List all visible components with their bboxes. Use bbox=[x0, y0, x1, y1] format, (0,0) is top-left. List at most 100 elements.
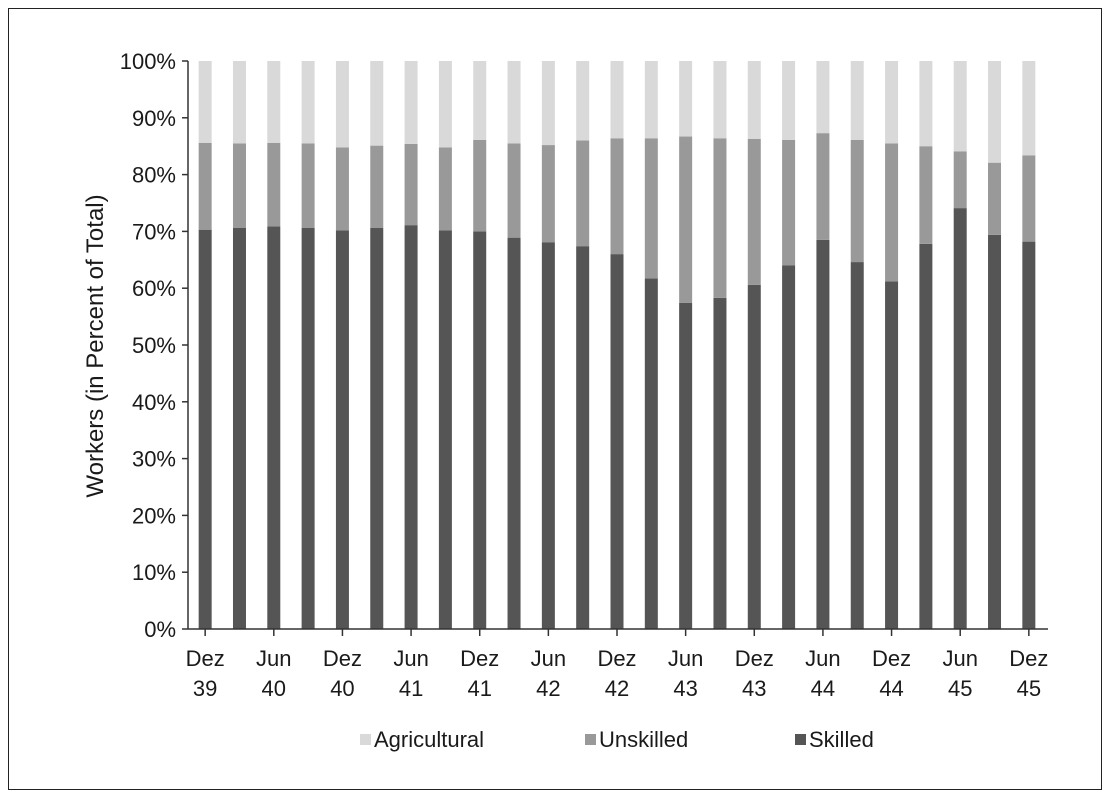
bar-skilled-12 bbox=[610, 254, 624, 629]
bar-agricultural-8 bbox=[473, 61, 487, 140]
x-tick-label-line1: Jun bbox=[805, 646, 840, 671]
x-tick-label-line2: 41 bbox=[467, 676, 491, 701]
bar-skilled-16 bbox=[747, 284, 761, 629]
bar-skilled-13 bbox=[644, 278, 658, 629]
bar-unskilled-14 bbox=[679, 136, 693, 303]
y-tick-label: 10% bbox=[132, 560, 176, 585]
bar-agricultural-1 bbox=[232, 61, 246, 144]
x-tick-label-line2: 45 bbox=[1017, 676, 1041, 701]
bar-unskilled-9 bbox=[507, 143, 521, 238]
bar-agricultural-11 bbox=[576, 61, 590, 141]
bar-agricultural-19 bbox=[850, 61, 864, 140]
x-tick-label-line1: Dez bbox=[735, 646, 774, 671]
bar-agricultural-12 bbox=[610, 61, 624, 139]
bar-agricultural-13 bbox=[644, 61, 658, 139]
bar-agricultural-15 bbox=[713, 61, 727, 139]
legend-label-unskilled: Unskilled bbox=[599, 727, 688, 752]
bar-skilled-19 bbox=[850, 262, 864, 629]
x-tick-label-line1: Jun bbox=[256, 646, 291, 671]
bar-unskilled-10 bbox=[541, 145, 555, 243]
x-tick-label-line2: 43 bbox=[742, 676, 766, 701]
legend-label-agricultural: Agricultural bbox=[374, 727, 484, 752]
bar-unskilled-22 bbox=[953, 151, 967, 209]
bar-agricultural-14 bbox=[679, 61, 693, 137]
bar-skilled-10 bbox=[541, 242, 555, 629]
bar-skilled-3 bbox=[301, 227, 315, 630]
y-tick-label: 70% bbox=[132, 219, 176, 244]
bar-unskilled-0 bbox=[198, 142, 212, 230]
bar-unskilled-11 bbox=[576, 140, 590, 247]
bar-unskilled-8 bbox=[473, 139, 487, 232]
x-tick-label-line2: 43 bbox=[673, 676, 697, 701]
x-tick-label-line2: 40 bbox=[262, 676, 286, 701]
x-tick-label-line2: 44 bbox=[811, 676, 835, 701]
bar-unskilled-1 bbox=[232, 143, 246, 228]
x-tick-label-line1: Jun bbox=[393, 646, 428, 671]
bar-skilled-11 bbox=[576, 246, 590, 630]
bar-unskilled-19 bbox=[850, 139, 864, 263]
legend-swatch-skilled bbox=[795, 734, 806, 745]
x-tick-label-line2: 44 bbox=[879, 676, 903, 701]
legend-swatch-agricultural bbox=[360, 734, 371, 745]
bar-skilled-5 bbox=[370, 227, 384, 630]
bar-unskilled-18 bbox=[816, 133, 830, 240]
y-axis-title: Workers (in Percent of Total) bbox=[82, 194, 109, 497]
bar-unskilled-23 bbox=[988, 162, 1002, 235]
y-tick-label: 80% bbox=[132, 163, 176, 188]
y-tick-label: 0% bbox=[144, 617, 176, 642]
bar-agricultural-20 bbox=[885, 61, 899, 144]
axes-layer: 0% 10% 20% 30% 40% 50% 60% 70% 80% 90% 100% Dez 39 Ju… bbox=[120, 49, 1049, 701]
bar-skilled-24 bbox=[1022, 241, 1036, 629]
x-tick-label-line1: Jun bbox=[531, 646, 566, 671]
bar-skilled-2 bbox=[267, 226, 281, 630]
bar-skilled-0 bbox=[198, 229, 212, 629]
bar-agricultural-17 bbox=[782, 61, 796, 140]
x-tick-label-line1: Dez bbox=[1009, 646, 1048, 671]
bar-unskilled-24 bbox=[1022, 155, 1036, 242]
stacked-bar-chart: Workers (in Percent of Total) 0% 10% 20% 30… bbox=[82, 49, 1049, 752]
bar-unskilled-5 bbox=[370, 145, 384, 228]
bar-agricultural-6 bbox=[404, 61, 418, 144]
bar-skilled-23 bbox=[988, 234, 1002, 629]
bar-skilled-20 bbox=[885, 281, 899, 629]
bar-skilled-7 bbox=[438, 230, 452, 629]
bar-unskilled-6 bbox=[404, 143, 418, 226]
x-tick-label-line1: Jun bbox=[942, 646, 977, 671]
bar-unskilled-20 bbox=[885, 143, 899, 282]
bar-skilled-8 bbox=[473, 231, 487, 629]
bar-agricultural-0 bbox=[198, 61, 212, 143]
bar-skilled-15 bbox=[713, 297, 727, 629]
bar-agricultural-16 bbox=[747, 61, 761, 139]
y-tick-label: 100% bbox=[120, 49, 176, 74]
legend: Agricultural Unskilled Skilled bbox=[360, 727, 874, 752]
legend-label-skilled: Skilled bbox=[809, 727, 874, 752]
x-tick-label-line2: 40 bbox=[330, 676, 354, 701]
bar-unskilled-7 bbox=[438, 147, 452, 231]
y-tick-label: 30% bbox=[132, 447, 176, 472]
bar-unskilled-13 bbox=[644, 138, 658, 279]
bar-skilled-21 bbox=[919, 243, 933, 629]
bar-agricultural-22 bbox=[953, 61, 967, 152]
bar-unskilled-16 bbox=[747, 138, 761, 285]
x-tick-label-line1: Dez bbox=[872, 646, 911, 671]
x-tick-label-line1: Dez bbox=[460, 646, 499, 671]
bar-unskilled-15 bbox=[713, 138, 727, 298]
bar-agricultural-5 bbox=[370, 61, 384, 146]
bar-skilled-9 bbox=[507, 237, 521, 629]
bar-agricultural-7 bbox=[438, 61, 452, 148]
bar-skilled-14 bbox=[679, 302, 693, 629]
x-tick-label-line1: Dez bbox=[597, 646, 636, 671]
bar-skilled-6 bbox=[404, 225, 418, 629]
bar-skilled-22 bbox=[953, 208, 967, 630]
x-tick-label-line1: Dez bbox=[186, 646, 225, 671]
bar-agricultural-21 bbox=[919, 61, 933, 147]
bar-unskilled-4 bbox=[335, 147, 349, 231]
bar-agricultural-9 bbox=[507, 61, 521, 144]
bar-unskilled-3 bbox=[301, 143, 315, 228]
bar-skilled-1 bbox=[232, 227, 246, 630]
bar-agricultural-10 bbox=[541, 61, 555, 146]
bar-unskilled-21 bbox=[919, 146, 933, 244]
y-tick-label: 50% bbox=[132, 333, 176, 358]
bar-agricultural-24 bbox=[1022, 61, 1036, 156]
bar-unskilled-17 bbox=[782, 139, 796, 266]
